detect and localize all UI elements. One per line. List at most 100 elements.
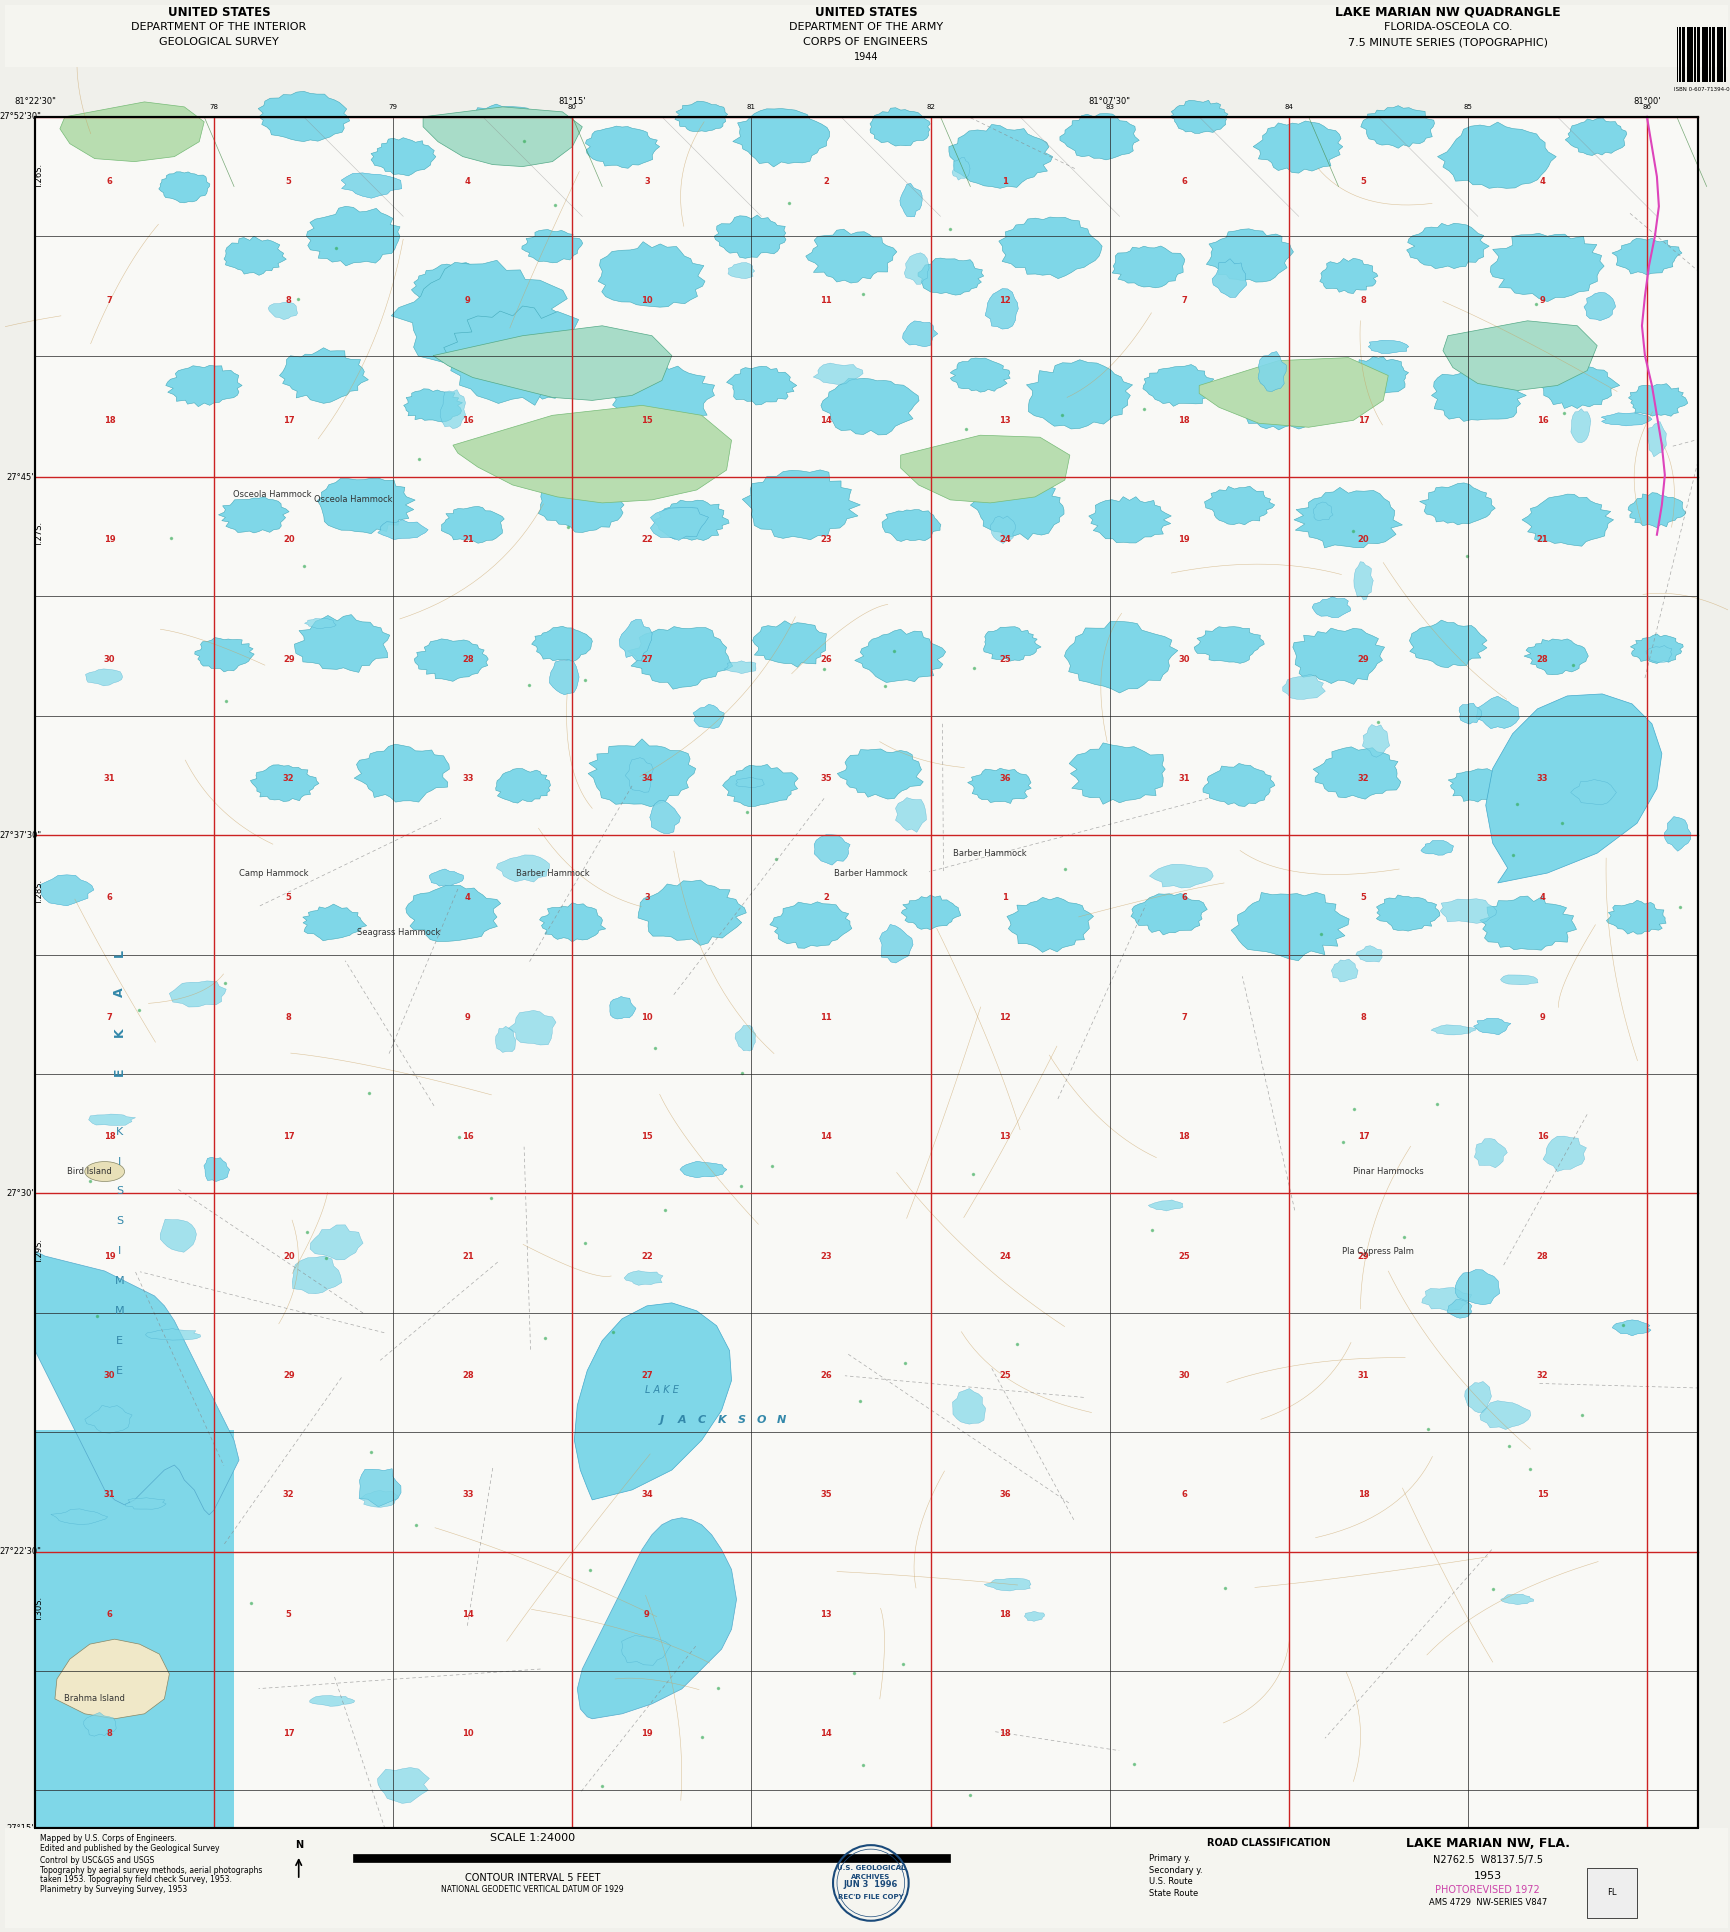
Polygon shape	[588, 738, 695, 808]
Text: 22: 22	[640, 1252, 652, 1260]
Text: 84: 84	[1284, 104, 1292, 110]
Bar	[1708, 27, 1711, 81]
Text: K: K	[112, 1028, 126, 1037]
Polygon shape	[377, 1768, 429, 1803]
Text: 9: 9	[465, 296, 471, 305]
Text: 81: 81	[747, 104, 756, 110]
Polygon shape	[358, 1468, 401, 1507]
Text: 12: 12	[998, 296, 1010, 305]
Polygon shape	[538, 479, 623, 533]
Polygon shape	[714, 214, 785, 259]
Text: 36: 36	[998, 58, 1010, 66]
Polygon shape	[159, 172, 209, 203]
Text: 33: 33	[462, 58, 474, 66]
Text: 23: 23	[820, 535, 832, 545]
Text: 8: 8	[1360, 1012, 1365, 1022]
Polygon shape	[621, 1636, 670, 1665]
Polygon shape	[1500, 1594, 1533, 1605]
Text: 7: 7	[1180, 1012, 1187, 1022]
Polygon shape	[879, 925, 912, 962]
Text: Camp Hammock: Camp Hammock	[239, 869, 308, 877]
Text: Topography by aerial survey methods, aerial photographs: Topography by aerial survey methods, aer…	[40, 1866, 263, 1874]
Polygon shape	[599, 242, 704, 307]
Text: UNITED STATES: UNITED STATES	[168, 6, 270, 19]
Bar	[1678, 27, 1680, 81]
Ellipse shape	[85, 1161, 125, 1182]
Text: 29: 29	[282, 1372, 294, 1379]
Text: 19: 19	[104, 535, 116, 545]
Text: 18: 18	[1356, 1490, 1368, 1499]
Polygon shape	[1367, 340, 1408, 354]
Polygon shape	[901, 321, 938, 346]
Polygon shape	[998, 216, 1102, 278]
Polygon shape	[1206, 228, 1292, 282]
Text: 20: 20	[282, 535, 294, 545]
Polygon shape	[50, 1509, 107, 1524]
Text: Osceola Hammock: Osceola Hammock	[315, 495, 393, 504]
Polygon shape	[1258, 352, 1285, 392]
Text: 27: 27	[640, 655, 652, 663]
Polygon shape	[609, 997, 635, 1018]
Polygon shape	[195, 638, 254, 672]
Text: FLORIDA-OSCEOLA CO.: FLORIDA-OSCEOLA CO.	[1382, 23, 1512, 33]
Polygon shape	[145, 1329, 201, 1341]
Text: 16: 16	[1536, 415, 1547, 425]
Text: 7: 7	[107, 296, 112, 305]
Text: 17: 17	[1356, 415, 1368, 425]
Bar	[1586, 1868, 1637, 1918]
Polygon shape	[619, 620, 652, 661]
Polygon shape	[126, 1497, 166, 1509]
Text: 81°07'30": 81°07'30"	[1088, 97, 1130, 106]
Text: 4: 4	[465, 893, 471, 902]
Polygon shape	[692, 705, 723, 728]
Text: 2: 2	[823, 178, 829, 185]
Text: 33: 33	[1536, 775, 1547, 782]
Text: 86: 86	[1642, 104, 1650, 110]
Polygon shape	[317, 477, 415, 533]
Text: 31: 31	[1178, 58, 1190, 66]
Text: 19: 19	[104, 1252, 116, 1260]
Text: 83: 83	[1104, 104, 1114, 110]
Text: Edited and published by the Geological Survey: Edited and published by the Geological S…	[40, 1843, 220, 1853]
Polygon shape	[1490, 234, 1604, 301]
Text: O: O	[756, 1416, 766, 1426]
Polygon shape	[1476, 696, 1519, 728]
Polygon shape	[429, 869, 464, 887]
Text: 19: 19	[1178, 535, 1190, 545]
Text: S: S	[116, 1186, 123, 1196]
Text: 26: 26	[820, 1372, 832, 1379]
Polygon shape	[1059, 114, 1138, 160]
Text: K: K	[716, 1416, 725, 1426]
Text: 15: 15	[1536, 1490, 1547, 1499]
Text: 35: 35	[820, 58, 832, 66]
Text: LAKE MARIAN NW, FLA.: LAKE MARIAN NW, FLA.	[1405, 1837, 1569, 1849]
Text: 13: 13	[998, 1132, 1010, 1142]
Polygon shape	[1420, 840, 1453, 856]
Polygon shape	[503, 352, 581, 400]
Polygon shape	[619, 620, 652, 661]
Text: 32: 32	[1356, 58, 1368, 66]
Polygon shape	[1007, 896, 1093, 952]
Bar	[1688, 27, 1692, 81]
Polygon shape	[732, 108, 829, 166]
Polygon shape	[306, 207, 400, 267]
Polygon shape	[1569, 408, 1590, 442]
Text: 5: 5	[285, 178, 292, 185]
Text: 8: 8	[1360, 296, 1365, 305]
Text: REC'D FILE COPY: REC'D FILE COPY	[837, 1893, 903, 1899]
Text: ARCHIVES: ARCHIVES	[851, 1874, 889, 1880]
Polygon shape	[804, 230, 896, 284]
Polygon shape	[1583, 292, 1614, 321]
Text: 8: 8	[285, 296, 291, 305]
Polygon shape	[649, 800, 680, 833]
Polygon shape	[88, 1115, 135, 1126]
Polygon shape	[1455, 1269, 1498, 1304]
Text: Barber Hammock: Barber Hammock	[834, 869, 907, 877]
Text: CONTOUR INTERVAL 5 FEET: CONTOUR INTERVAL 5 FEET	[465, 1872, 600, 1884]
Polygon shape	[531, 626, 592, 663]
Polygon shape	[441, 506, 503, 543]
Polygon shape	[1436, 122, 1555, 187]
Polygon shape	[55, 1638, 170, 1719]
Polygon shape	[1431, 1024, 1476, 1036]
Text: 14: 14	[462, 1609, 474, 1619]
